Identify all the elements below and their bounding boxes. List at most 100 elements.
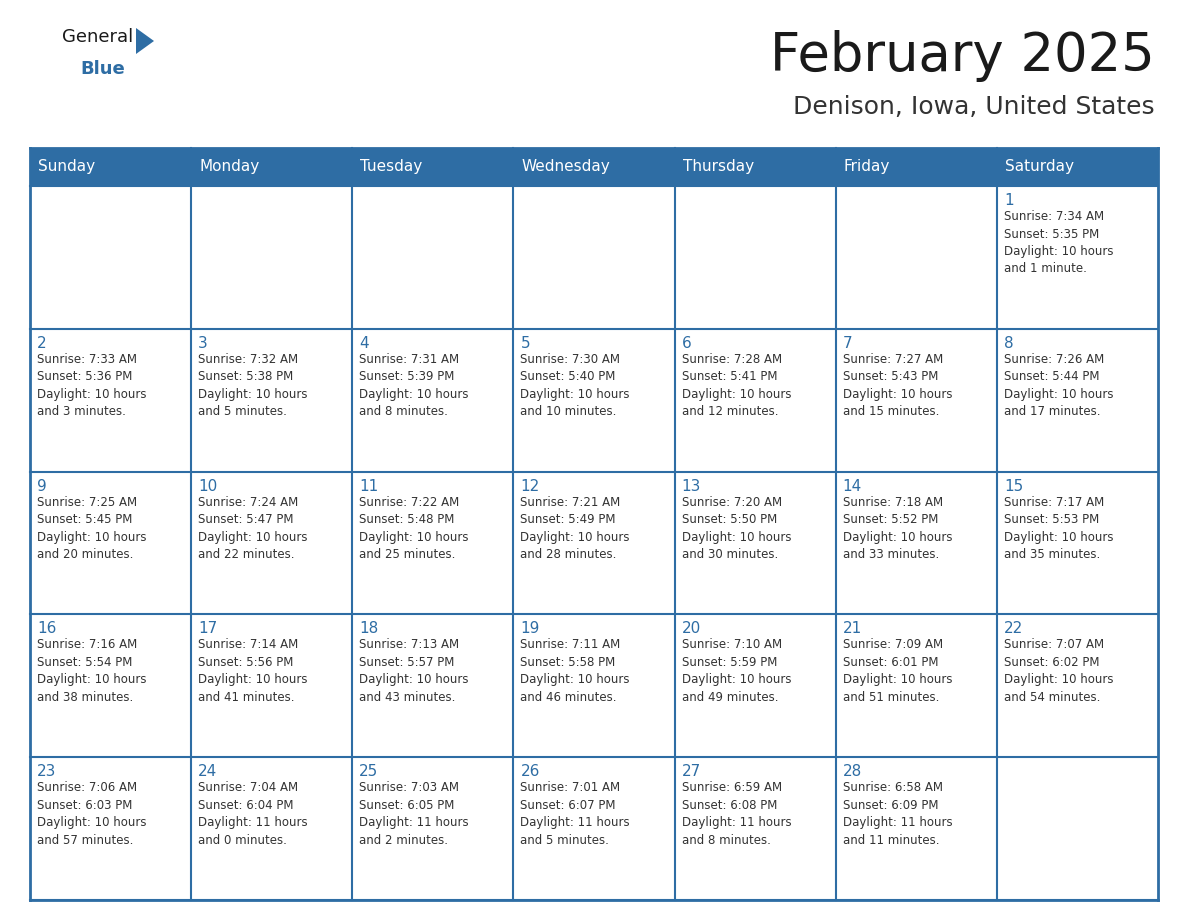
Text: 5: 5: [520, 336, 530, 351]
Text: 20: 20: [682, 621, 701, 636]
Bar: [353, 472, 513, 614]
Bar: [191, 472, 353, 614]
Text: Friday: Friday: [843, 160, 890, 174]
Bar: [30, 186, 191, 329]
Text: 6: 6: [682, 336, 691, 351]
Text: Sunrise: 7:33 AM
Sunset: 5:36 PM
Daylight: 10 hours
and 3 minutes.: Sunrise: 7:33 AM Sunset: 5:36 PM Dayligh…: [37, 353, 146, 419]
Text: Sunrise: 7:28 AM
Sunset: 5:41 PM
Daylight: 10 hours
and 12 minutes.: Sunrise: 7:28 AM Sunset: 5:41 PM Dayligh…: [682, 353, 791, 419]
Text: General: General: [62, 28, 133, 46]
Polygon shape: [135, 28, 154, 54]
Bar: [30, 148, 191, 186]
Text: Sunrise: 6:59 AM
Sunset: 6:08 PM
Daylight: 11 hours
and 8 minutes.: Sunrise: 6:59 AM Sunset: 6:08 PM Dayligh…: [682, 781, 791, 846]
Text: Sunrise: 7:09 AM
Sunset: 6:01 PM
Daylight: 10 hours
and 51 minutes.: Sunrise: 7:09 AM Sunset: 6:01 PM Dayligh…: [842, 638, 953, 704]
Bar: [835, 757, 997, 900]
Bar: [835, 148, 997, 186]
Text: Sunrise: 7:17 AM
Sunset: 5:53 PM
Daylight: 10 hours
and 35 minutes.: Sunrise: 7:17 AM Sunset: 5:53 PM Dayligh…: [1004, 496, 1113, 561]
Text: Sunrise: 7:30 AM
Sunset: 5:40 PM
Daylight: 10 hours
and 10 minutes.: Sunrise: 7:30 AM Sunset: 5:40 PM Dayligh…: [520, 353, 630, 419]
Bar: [30, 329, 191, 472]
Text: Sunrise: 7:32 AM
Sunset: 5:38 PM
Daylight: 10 hours
and 5 minutes.: Sunrise: 7:32 AM Sunset: 5:38 PM Dayligh…: [198, 353, 308, 419]
Text: 17: 17: [198, 621, 217, 636]
Text: Sunrise: 7:03 AM
Sunset: 6:05 PM
Daylight: 11 hours
and 2 minutes.: Sunrise: 7:03 AM Sunset: 6:05 PM Dayligh…: [359, 781, 469, 846]
Text: 15: 15: [1004, 478, 1023, 494]
Text: Sunrise: 7:25 AM
Sunset: 5:45 PM
Daylight: 10 hours
and 20 minutes.: Sunrise: 7:25 AM Sunset: 5:45 PM Dayligh…: [37, 496, 146, 561]
Text: Sunday: Sunday: [38, 160, 95, 174]
Bar: [997, 186, 1158, 329]
Text: 13: 13: [682, 478, 701, 494]
Text: Sunrise: 7:34 AM
Sunset: 5:35 PM
Daylight: 10 hours
and 1 minute.: Sunrise: 7:34 AM Sunset: 5:35 PM Dayligh…: [1004, 210, 1113, 275]
Text: 16: 16: [37, 621, 56, 636]
Text: Sunrise: 7:06 AM
Sunset: 6:03 PM
Daylight: 10 hours
and 57 minutes.: Sunrise: 7:06 AM Sunset: 6:03 PM Dayligh…: [37, 781, 146, 846]
Text: 21: 21: [842, 621, 862, 636]
Bar: [353, 148, 513, 186]
Text: Sunrise: 7:14 AM
Sunset: 5:56 PM
Daylight: 10 hours
and 41 minutes.: Sunrise: 7:14 AM Sunset: 5:56 PM Dayligh…: [198, 638, 308, 704]
Bar: [30, 757, 191, 900]
Text: 9: 9: [37, 478, 46, 494]
Text: Sunrise: 7:27 AM
Sunset: 5:43 PM
Daylight: 10 hours
and 15 minutes.: Sunrise: 7:27 AM Sunset: 5:43 PM Dayligh…: [842, 353, 953, 419]
Text: 23: 23: [37, 764, 56, 779]
Text: Sunrise: 7:24 AM
Sunset: 5:47 PM
Daylight: 10 hours
and 22 minutes.: Sunrise: 7:24 AM Sunset: 5:47 PM Dayligh…: [198, 496, 308, 561]
Text: 28: 28: [842, 764, 862, 779]
Text: 10: 10: [198, 478, 217, 494]
Text: 4: 4: [359, 336, 369, 351]
Text: Sunrise: 7:22 AM
Sunset: 5:48 PM
Daylight: 10 hours
and 25 minutes.: Sunrise: 7:22 AM Sunset: 5:48 PM Dayligh…: [359, 496, 469, 561]
Text: February 2025: February 2025: [770, 30, 1155, 82]
Bar: [353, 757, 513, 900]
Text: 1: 1: [1004, 193, 1013, 208]
Bar: [675, 186, 835, 329]
Bar: [997, 329, 1158, 472]
Bar: [513, 186, 675, 329]
Text: 11: 11: [359, 478, 379, 494]
Text: 26: 26: [520, 764, 539, 779]
Text: 19: 19: [520, 621, 539, 636]
Text: 3: 3: [198, 336, 208, 351]
Bar: [191, 148, 353, 186]
Bar: [997, 148, 1158, 186]
Text: Sunrise: 7:07 AM
Sunset: 6:02 PM
Daylight: 10 hours
and 54 minutes.: Sunrise: 7:07 AM Sunset: 6:02 PM Dayligh…: [1004, 638, 1113, 704]
Text: 2: 2: [37, 336, 46, 351]
Bar: [835, 186, 997, 329]
Text: 7: 7: [842, 336, 852, 351]
Bar: [30, 614, 191, 757]
Bar: [997, 757, 1158, 900]
Text: Sunrise: 7:01 AM
Sunset: 6:07 PM
Daylight: 11 hours
and 5 minutes.: Sunrise: 7:01 AM Sunset: 6:07 PM Dayligh…: [520, 781, 630, 846]
Bar: [353, 614, 513, 757]
Bar: [513, 148, 675, 186]
Bar: [997, 472, 1158, 614]
Bar: [191, 757, 353, 900]
Bar: [353, 186, 513, 329]
Text: Thursday: Thursday: [683, 160, 753, 174]
Text: Sunrise: 7:10 AM
Sunset: 5:59 PM
Daylight: 10 hours
and 49 minutes.: Sunrise: 7:10 AM Sunset: 5:59 PM Dayligh…: [682, 638, 791, 704]
Bar: [675, 148, 835, 186]
Text: Sunrise: 7:31 AM
Sunset: 5:39 PM
Daylight: 10 hours
and 8 minutes.: Sunrise: 7:31 AM Sunset: 5:39 PM Dayligh…: [359, 353, 469, 419]
Text: 8: 8: [1004, 336, 1013, 351]
Text: Sunrise: 7:13 AM
Sunset: 5:57 PM
Daylight: 10 hours
and 43 minutes.: Sunrise: 7:13 AM Sunset: 5:57 PM Dayligh…: [359, 638, 469, 704]
Text: Monday: Monday: [200, 160, 259, 174]
Text: 25: 25: [359, 764, 379, 779]
Text: Sunrise: 7:26 AM
Sunset: 5:44 PM
Daylight: 10 hours
and 17 minutes.: Sunrise: 7:26 AM Sunset: 5:44 PM Dayligh…: [1004, 353, 1113, 419]
Bar: [835, 472, 997, 614]
Bar: [191, 186, 353, 329]
Text: 24: 24: [198, 764, 217, 779]
Text: Wednesday: Wednesday: [522, 160, 611, 174]
Text: Blue: Blue: [80, 60, 125, 78]
Bar: [191, 329, 353, 472]
Bar: [30, 472, 191, 614]
Bar: [675, 472, 835, 614]
Bar: [513, 329, 675, 472]
Bar: [675, 757, 835, 900]
Text: 18: 18: [359, 621, 379, 636]
Text: Sunrise: 7:16 AM
Sunset: 5:54 PM
Daylight: 10 hours
and 38 minutes.: Sunrise: 7:16 AM Sunset: 5:54 PM Dayligh…: [37, 638, 146, 704]
Text: Denison, Iowa, United States: Denison, Iowa, United States: [794, 95, 1155, 119]
Bar: [675, 329, 835, 472]
Bar: [191, 614, 353, 757]
Text: Saturday: Saturday: [1005, 160, 1074, 174]
Text: 22: 22: [1004, 621, 1023, 636]
Text: 14: 14: [842, 478, 862, 494]
Bar: [353, 329, 513, 472]
Bar: [513, 472, 675, 614]
Bar: [513, 757, 675, 900]
Text: Tuesday: Tuesday: [360, 160, 423, 174]
Text: Sunrise: 7:20 AM
Sunset: 5:50 PM
Daylight: 10 hours
and 30 minutes.: Sunrise: 7:20 AM Sunset: 5:50 PM Dayligh…: [682, 496, 791, 561]
Text: Sunrise: 7:21 AM
Sunset: 5:49 PM
Daylight: 10 hours
and 28 minutes.: Sunrise: 7:21 AM Sunset: 5:49 PM Dayligh…: [520, 496, 630, 561]
Text: 12: 12: [520, 478, 539, 494]
